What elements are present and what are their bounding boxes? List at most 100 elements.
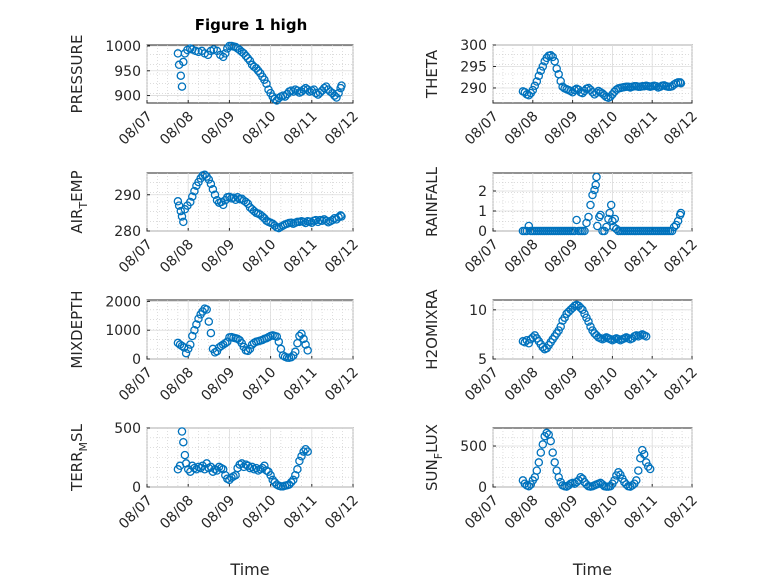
data-point	[311, 215, 321, 225]
x-tick-label: 08/08	[502, 493, 542, 533]
x-tick-label: 08/11	[621, 237, 661, 277]
x-tick-label: 08/10	[240, 237, 280, 277]
data-point	[196, 463, 205, 473]
x-tick-label: 08/11	[281, 109, 321, 149]
y-tick-label: 950	[114, 64, 141, 80]
data-point	[608, 216, 617, 226]
data-point	[183, 344, 193, 354]
data-point	[546, 436, 555, 446]
x-tick-label: 08/08	[502, 109, 542, 149]
data-point	[641, 332, 651, 341]
data-point	[293, 86, 302, 95]
data-point	[303, 85, 312, 94]
data-point	[186, 197, 195, 207]
data-point	[179, 437, 188, 447]
data-point	[202, 305, 211, 314]
data-point	[229, 193, 238, 202]
data-point	[243, 54, 253, 63]
data-point	[538, 62, 548, 71]
x-tick-label: 08/09	[542, 109, 582, 149]
data-point	[580, 226, 589, 236]
x-tick-label: 08/10	[581, 237, 621, 277]
y-tick-label: 290	[460, 81, 487, 97]
data-point	[176, 206, 186, 216]
data-point	[241, 197, 251, 207]
data-point	[221, 338, 230, 348]
data-point	[643, 462, 653, 471]
data-point	[546, 51, 555, 60]
data-point	[532, 77, 542, 86]
data-point	[289, 87, 298, 96]
data-point	[524, 91, 534, 100]
data-point	[332, 93, 341, 102]
x-tick-label: 08/11	[281, 493, 321, 533]
data-point	[590, 185, 599, 195]
data-point	[550, 458, 559, 467]
data-point	[253, 66, 263, 76]
data-point	[530, 81, 540, 91]
data-point	[616, 470, 625, 479]
data-point	[258, 463, 267, 473]
y-tick-label: 10	[469, 303, 487, 319]
data-point	[208, 185, 218, 194]
x-tick-label: 08/10	[581, 365, 621, 405]
data-point	[295, 331, 304, 341]
data-point	[606, 481, 615, 491]
y-tick-label: 500	[114, 421, 141, 437]
data-point	[556, 76, 565, 86]
data-point	[542, 428, 551, 438]
data-point	[336, 211, 345, 220]
data-point	[180, 450, 190, 460]
data-point	[592, 172, 601, 182]
data-point	[337, 212, 346, 221]
data-point	[212, 195, 222, 205]
x-tick-label: 08/11	[281, 237, 321, 277]
data-point	[301, 218, 310, 228]
data-point	[600, 226, 609, 236]
y-tick-label: 0	[132, 352, 141, 368]
x-tick-label: 08/12	[322, 365, 362, 405]
data-point	[299, 334, 308, 344]
data-point	[552, 64, 561, 73]
x-tick-label: 08/09	[198, 109, 238, 149]
data-point	[192, 320, 201, 329]
data-point	[284, 480, 294, 489]
data-point	[194, 314, 203, 323]
x-axis-label: Time	[572, 560, 612, 579]
y-axis-label: MIXDEPTH	[68, 290, 86, 368]
data-point	[522, 226, 532, 236]
data-point	[231, 195, 240, 205]
data-point	[241, 51, 251, 61]
data-point	[614, 468, 623, 477]
data-point	[622, 480, 631, 489]
data-point	[303, 346, 312, 355]
x-tick-label: 08/07	[116, 109, 156, 149]
data-point	[262, 79, 271, 88]
x-tick-label: 08/07	[462, 237, 502, 277]
x-tick-label: 08/09	[198, 237, 238, 277]
x-tick-label: 08/10	[581, 109, 621, 149]
x-axis-label: Time	[229, 560, 269, 579]
data-point	[592, 88, 601, 97]
data-point	[239, 462, 249, 472]
data-point	[591, 180, 600, 190]
data-point	[286, 353, 296, 362]
data-point	[243, 461, 253, 471]
data-series	[518, 428, 655, 491]
y-axis-label: H2OMIXRA	[423, 289, 441, 370]
x-tick-label: 08/11	[281, 365, 321, 405]
x-tick-label: 08/12	[322, 493, 362, 533]
data-series	[518, 172, 686, 236]
data-point	[188, 331, 197, 341]
data-point	[274, 93, 284, 103]
y-tick-label: 1	[478, 204, 487, 220]
data-point	[315, 88, 325, 97]
data-point	[266, 470, 275, 480]
data-point	[243, 346, 253, 356]
data-point	[245, 344, 255, 354]
data-point	[208, 467, 218, 476]
y-axis-label: RAINFALL	[423, 166, 441, 237]
data-point	[596, 210, 605, 220]
x-tick-label: 08/10	[240, 109, 280, 149]
